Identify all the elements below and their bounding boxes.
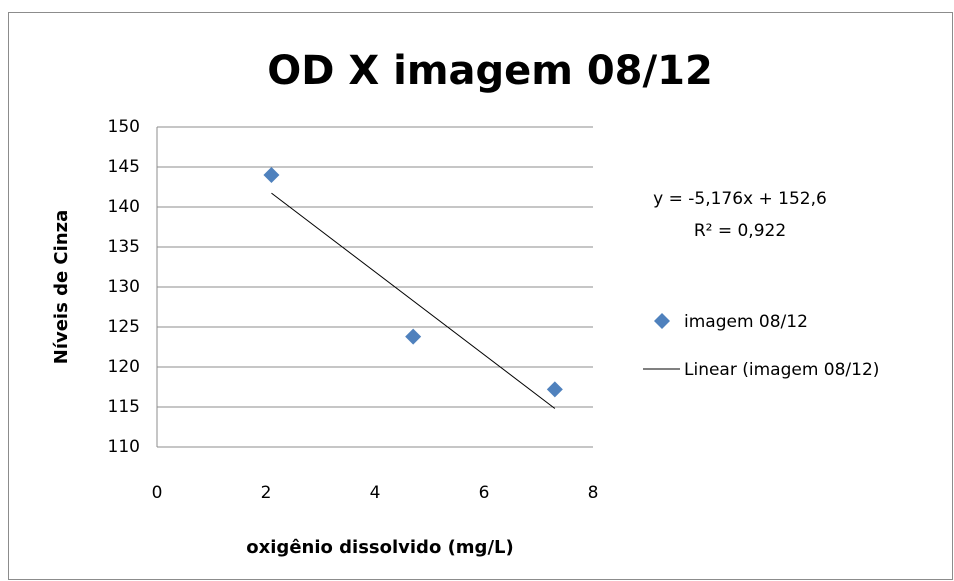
legend-marker xyxy=(654,313,670,329)
chart-frame xyxy=(8,12,953,580)
data-point xyxy=(546,381,563,398)
trendline-equation: y = -5,176x + 152,6 xyxy=(653,189,827,209)
chart-title: OD X imagem 08/12 xyxy=(267,48,713,94)
y-tick-label: 135 xyxy=(108,237,140,257)
y-tick-label: 120 xyxy=(108,357,140,377)
y-tick-label: 110 xyxy=(108,437,140,457)
x-tick-label: 6 xyxy=(479,483,490,503)
y-tick-label: 145 xyxy=(108,157,140,177)
legend-label: Linear (imagem 08/12) xyxy=(684,360,879,380)
x-axis-label: oxigênio dissolvido (mg/L) xyxy=(246,537,513,558)
x-tick-label: 4 xyxy=(370,483,381,503)
legend-label: imagem 08/12 xyxy=(684,312,808,332)
y-tick-label: 125 xyxy=(108,317,140,337)
y-axis-label: Níveis de Cinza xyxy=(51,210,72,365)
data-point xyxy=(405,328,422,345)
y-tick-label: 140 xyxy=(108,197,140,217)
trendline xyxy=(271,192,556,409)
y-tick-label: 115 xyxy=(108,397,140,417)
x-tick-label: 8 xyxy=(588,483,599,503)
y-tick-label: 130 xyxy=(108,277,140,297)
x-tick-label: 2 xyxy=(261,483,272,503)
y-tick-label: 150 xyxy=(108,117,140,137)
x-tick-label: 0 xyxy=(152,483,163,503)
data-point xyxy=(263,167,280,183)
trendline-r2: R² = 0,922 xyxy=(694,221,786,241)
